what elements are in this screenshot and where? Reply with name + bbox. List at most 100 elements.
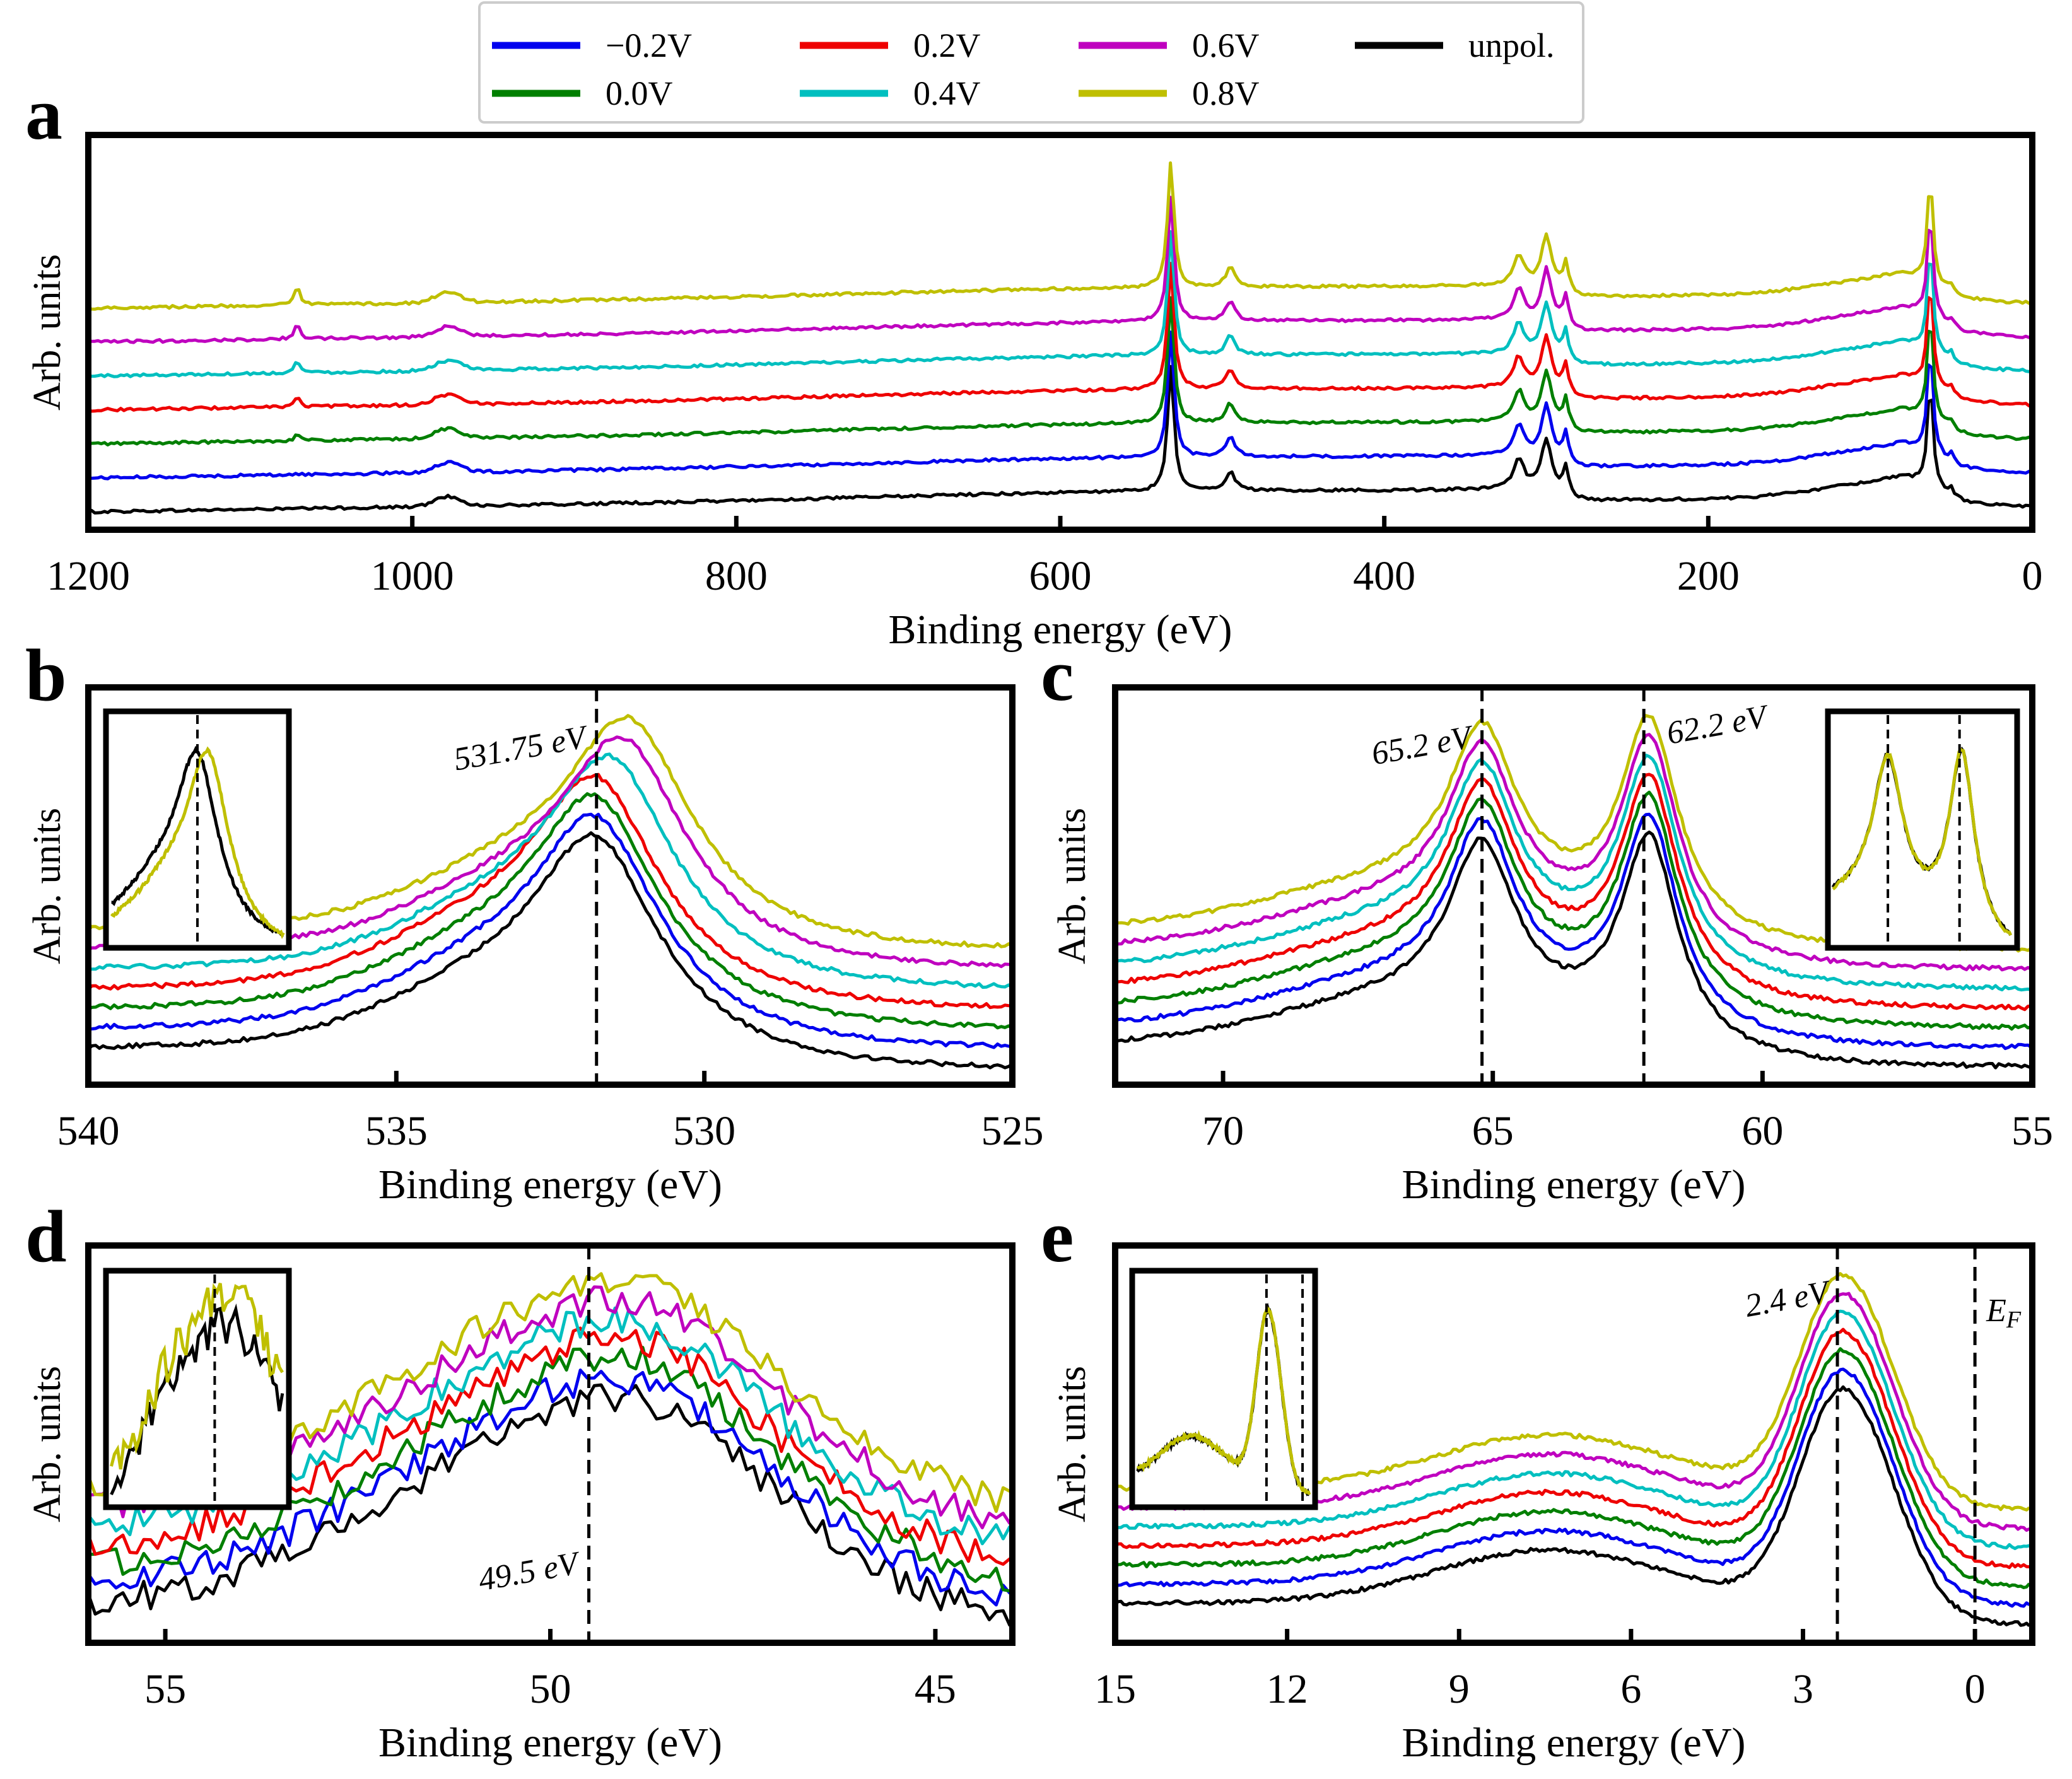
x-tick-label: 530 [673,1108,735,1154]
x-tick-label: 600 [1029,553,1092,599]
legend-label: 0.6V [1192,26,1260,64]
x-tick-label: 1000 [371,553,454,599]
x-tick-label: 15 [1094,1666,1136,1712]
inset [1825,708,2020,951]
x-tick-label: 55 [144,1666,186,1712]
x-axis-label: Binding energy (eV) [378,1162,722,1208]
x-tick-label: 1200 [47,553,130,599]
x-tick-label: 55 [2011,1108,2053,1154]
series-line--0.2V [1115,812,2032,1051]
inset-frame [1825,708,2020,951]
inset-series-0.8V [1136,1304,1311,1495]
x-tick-label: 3 [1793,1666,1813,1712]
series-line-0.2V [1115,1327,2030,1570]
panel-label: d [25,1195,67,1278]
series-line-0.8V [88,161,2032,311]
y-axis-label: Arb. units [26,1366,69,1522]
inset-series-0.8V [110,746,285,940]
series-line-0.2V [88,1326,1011,1566]
legend-entry: 0.8V [1079,74,1260,112]
inset [1129,1268,1318,1510]
y-axis-label: Arb. units [26,254,69,411]
series-line--0.2V [88,1368,1012,1607]
y-axis-label: Arb. units [26,808,69,964]
series-line-0.0V [88,1346,1010,1593]
x-tick-label: 0 [1965,1666,1986,1712]
series-line-0.2V [88,773,1012,1010]
legend-label: 0.4V [913,74,981,112]
inset-frame [103,1268,292,1510]
x-tick-label: 65 [1472,1108,1514,1154]
series-line--0.2V [1115,1367,2030,1608]
legend-frame [478,1,1584,124]
x-tick-label: 12 [1267,1666,1308,1712]
series-line-0.4V [1115,754,2032,992]
plot-frame [1112,1242,2035,1646]
series-line-unpol. [1115,1385,2031,1628]
inset-frame [1129,1268,1318,1510]
legend-entry: 0.0V [492,74,673,112]
x-tick-label: 6 [1620,1666,1641,1712]
series-line-0.2V [1115,773,2032,1012]
legend-entry: unpol. [1355,26,1555,64]
x-axis-label: Binding energy (eV) [1402,1162,1746,1208]
series-line-unpol. [88,1383,1012,1627]
inset-series-0.8V [1832,747,2012,936]
inset [103,1268,292,1510]
panel-a: a Arb. units 1200 1000 800 600 400 200 0 Binding … [25,73,2043,653]
x-tick-label: 9 [1449,1666,1470,1712]
legend-label: 0.0V [606,74,673,112]
series-line-0.0V [88,296,2032,446]
panel-label: e [1041,1195,1074,1278]
legend-label: 0.2V [913,26,981,64]
series-line-0.6V [1115,733,2032,972]
legend-entry: 0.6V [1079,26,1260,64]
legend-label: −0.2V [606,26,692,64]
x-tick-label: 0 [2022,553,2043,599]
x-tick-label: 60 [1741,1108,1783,1154]
panel-label: c [1041,634,1074,716]
series-line--0.2V [88,330,2032,481]
x-tick-label: 70 [1202,1108,1244,1154]
x-tick-label: 200 [1677,553,1740,599]
plot-area [1115,687,2032,1085]
x-tick-label: 50 [530,1666,571,1712]
series-line-0.4V [88,752,1012,989]
series-line-0.2V [88,262,2032,413]
inset-series-unpol. [110,1303,284,1496]
x-axis-label: Binding energy (eV) [1402,1720,1746,1766]
legend-label: unpol. [1468,26,1555,64]
x-axis-label: Binding energy (eV) [889,607,1232,653]
x-tick-label: 525 [981,1108,1044,1154]
legend-label: 0.8V [1192,74,1260,112]
inset [103,708,292,951]
x-tick-label: 400 [1353,553,1415,599]
panel-label: a [25,73,62,155]
plot-area [88,161,2032,515]
plot-frame [1112,684,2035,1088]
plot-frame [85,684,1016,1088]
series-line-0.0V [1115,1347,2031,1589]
series-line-0.6V [88,195,2032,344]
series-line--0.2V [88,812,1012,1049]
series-line-unpol. [88,831,1012,1070]
legend-entry: 0.4V [800,74,981,112]
x-tick-label: 45 [915,1666,956,1712]
legend-entry: 0.2V [800,26,981,64]
annotation-subscript: F [2006,1307,2022,1333]
series-line-0.0V [88,792,1012,1030]
series-line-0.0V [1115,790,2032,1031]
y-axis-label: Arb. units [1051,1366,1094,1522]
x-tick-label: 540 [57,1108,120,1154]
series-line-unpol. [1115,831,2032,1070]
x-axis-label: Binding energy (eV) [378,1720,722,1766]
inset-series-0.8V [110,1283,284,1470]
plot-area [1115,1245,2031,1643]
legend: −0.2V 0.0V 0.2V 0.4V 0.6V 0.8V unpol. [478,1,1584,124]
